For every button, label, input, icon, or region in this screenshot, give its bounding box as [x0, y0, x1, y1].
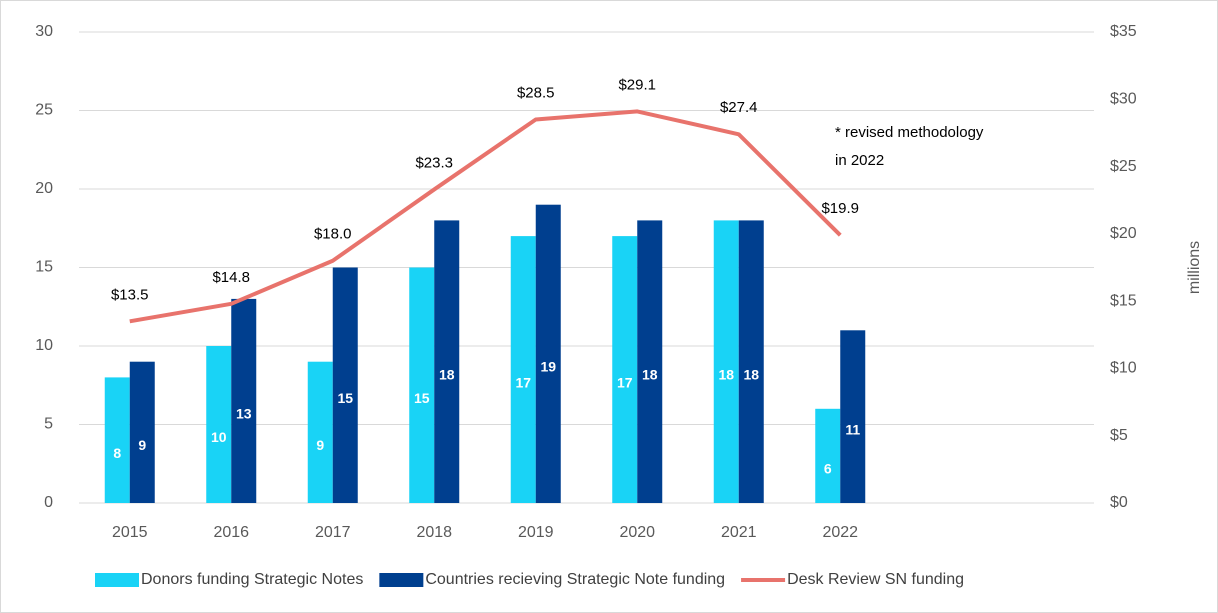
- bar: [104, 377, 130, 503]
- line-label: $13.5: [111, 286, 149, 303]
- x-tick-label: 2021: [721, 524, 757, 541]
- bar-label: 13: [236, 406, 252, 422]
- x-tick-label: 2017: [315, 524, 351, 541]
- bar: [332, 267, 358, 503]
- bar: [535, 204, 561, 503]
- x-tick-label: 2016: [213, 524, 249, 541]
- y2-tick-label: $10: [1110, 360, 1137, 377]
- line-label: $29.1: [618, 76, 656, 93]
- y2-tick-label: $35: [1110, 23, 1137, 40]
- y2-axis-label: millions: [1186, 241, 1203, 294]
- line-label: $27.4: [720, 99, 758, 116]
- line-label: $23.3: [415, 154, 453, 171]
- bar: [129, 361, 155, 503]
- bar-label: 17: [515, 374, 531, 390]
- bar-label: 18: [642, 366, 658, 382]
- legend-label: Desk Review SN funding: [787, 571, 964, 588]
- line-label: $19.9: [821, 200, 859, 217]
- bar: [510, 236, 536, 503]
- bar-label: 18: [718, 366, 734, 382]
- bar-label: 9: [138, 437, 146, 453]
- bar-label: 17: [617, 374, 633, 390]
- x-tick-label: 2022: [822, 524, 858, 541]
- bar: [612, 236, 638, 503]
- y2-tick-label: $0: [1110, 494, 1128, 511]
- bar: [307, 361, 333, 503]
- y2-tick-label: $30: [1110, 91, 1137, 108]
- line-label: $18.0: [314, 226, 352, 243]
- bar: [409, 267, 435, 503]
- bar: [206, 346, 232, 503]
- y2-tick-label: $25: [1110, 158, 1137, 175]
- legend-swatch: [379, 573, 424, 587]
- bar-label: 18: [439, 366, 455, 382]
- y2-tick-label: $20: [1110, 225, 1137, 242]
- y2-tick-label: $5: [1110, 427, 1128, 444]
- annotation: * revised methodology: [835, 124, 984, 141]
- y-tick-label: 15: [35, 259, 53, 276]
- bar: [738, 220, 764, 503]
- line-label: $28.5: [517, 84, 555, 101]
- y-tick-label: 10: [35, 337, 53, 354]
- y-tick-label: 25: [35, 102, 53, 119]
- bar: [815, 408, 841, 503]
- x-tick-label: 2019: [518, 524, 554, 541]
- line-label: $14.8: [212, 269, 250, 286]
- bar: [231, 298, 257, 503]
- bar-label: 10: [211, 429, 227, 445]
- bar-label: 11: [845, 421, 860, 437]
- y2-tick-label: $15: [1110, 292, 1137, 309]
- x-tick-label: 2015: [112, 524, 148, 541]
- y-tick-label: 0: [44, 494, 53, 511]
- line: [129, 109, 842, 324]
- annotation: in 2022: [835, 152, 884, 169]
- bar: [637, 220, 663, 503]
- bar-label: 19: [540, 359, 556, 375]
- y-tick-label: 30: [35, 23, 53, 40]
- legend-swatch: [95, 573, 139, 587]
- bar-label: 18: [743, 366, 759, 382]
- bar: [713, 220, 739, 503]
- legend-label: Countries recieving Strategic Note fundi…: [425, 571, 725, 588]
- bar-label: 6: [824, 461, 832, 477]
- y-tick-label: 5: [44, 416, 53, 433]
- y-tick-label: 20: [35, 180, 53, 197]
- bar-label: 8: [113, 445, 121, 461]
- bar: [434, 220, 460, 503]
- bar-label: 9: [316, 437, 324, 453]
- x-tick-label: 2020: [619, 524, 655, 541]
- legend: Donors funding Strategic Notes Countries …: [95, 571, 964, 588]
- legend-label: Donors funding Strategic Notes: [141, 571, 363, 588]
- bar: [840, 330, 866, 503]
- bar-label: 15: [337, 390, 353, 406]
- x-tick-label: 2018: [416, 524, 452, 541]
- bar-label: 15: [414, 390, 430, 406]
